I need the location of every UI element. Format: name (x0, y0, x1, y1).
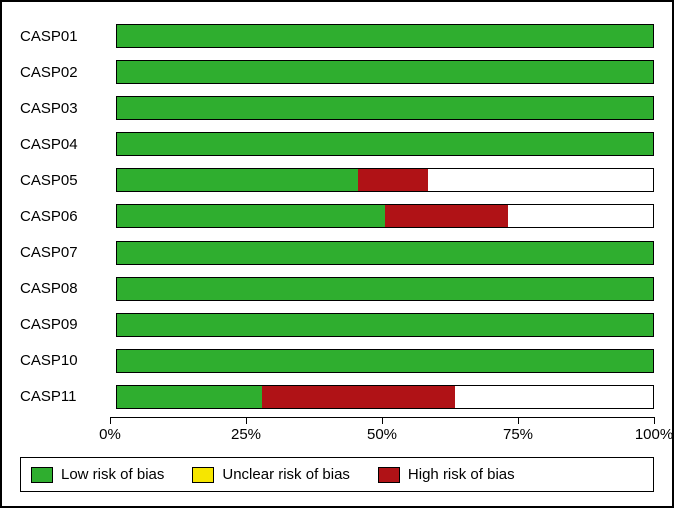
category-label: CASP01 (20, 28, 116, 45)
bar-track (116, 168, 654, 192)
bar-row: CASP08 (20, 274, 654, 304)
legend-item-low: Low risk of bias (31, 466, 164, 483)
bar-row: CASP01 (20, 21, 654, 51)
x-tick-label: 0% (99, 426, 121, 443)
bar-row: CASP11 (20, 382, 654, 412)
legend-item-unclear: Unclear risk of bias (192, 466, 350, 483)
bar-segment-high (358, 169, 428, 191)
legend-label: Unclear risk of bias (222, 466, 350, 483)
bar-segment-low (117, 169, 358, 191)
x-tick-label: 25% (231, 426, 261, 443)
category-label: CASP10 (20, 352, 116, 369)
x-tick-mark (110, 417, 111, 424)
category-label: CASP05 (20, 172, 116, 189)
bar-segment-low (117, 386, 262, 408)
category-label: CASP06 (20, 208, 116, 225)
bar-segment-low (117, 61, 653, 83)
bar-segment-low (117, 350, 653, 372)
bar-segment-high (262, 386, 455, 408)
bars-container: CASP01 CASP02 CASP03 CASP04 CASP05 CASP06 CASP… (20, 18, 654, 415)
bar-segment-low (117, 242, 653, 264)
category-label: CASP07 (20, 244, 116, 261)
bar-segment-low (117, 205, 385, 227)
bar-segment-low (117, 278, 653, 300)
category-label: CASP02 (20, 64, 116, 81)
x-axis: 0%25%50%75%100% (110, 417, 654, 451)
legend-label: Low risk of bias (61, 466, 164, 483)
bar-row: CASP03 (20, 93, 654, 123)
bar-track (116, 349, 654, 373)
bar-segment-low (117, 133, 653, 155)
legend: Low risk of bias Unclear risk of bias High… (20, 457, 654, 492)
bar-row: CASP05 (20, 165, 654, 195)
bar-track (116, 313, 654, 337)
x-tick-mark (654, 417, 655, 424)
bar-row: CASP09 (20, 310, 654, 340)
x-tick-mark (518, 417, 519, 424)
category-label: CASP04 (20, 136, 116, 153)
bar-track (116, 241, 654, 265)
x-tick-mark (382, 417, 383, 424)
bar-track (116, 385, 654, 409)
legend-label: High risk of bias (408, 466, 515, 483)
bar-row: CASP06 (20, 201, 654, 231)
category-label: CASP11 (20, 388, 116, 405)
category-label: CASP03 (20, 100, 116, 117)
x-tick-label: 50% (367, 426, 397, 443)
chart-area: CASP01 CASP02 CASP03 CASP04 CASP05 CASP06 CASP… (20, 18, 654, 451)
bar-segment-low (117, 314, 653, 336)
legend-item-high: High risk of bias (378, 466, 515, 483)
category-label: CASP08 (20, 280, 116, 297)
x-axis-row: 0%25%50%75%100% (20, 417, 654, 451)
bar-segment-low (117, 97, 653, 119)
bar-track (116, 60, 654, 84)
bar-row: CASP07 (20, 238, 654, 268)
legend-swatch-low (31, 467, 53, 483)
x-tick-mark (246, 417, 247, 424)
x-tick-label: 75% (503, 426, 533, 443)
bar-track (116, 277, 654, 301)
bar-track (116, 24, 654, 48)
bar-track (116, 96, 654, 120)
axis-spacer (20, 417, 110, 451)
bar-segment-high (385, 205, 508, 227)
chart-frame: CASP01 CASP02 CASP03 CASP04 CASP05 CASP06 CASP… (0, 0, 674, 508)
bar-row: CASP04 (20, 129, 654, 159)
x-tick-label: 100% (635, 426, 673, 443)
category-label: CASP09 (20, 316, 116, 333)
bar-track (116, 132, 654, 156)
bar-row: CASP02 (20, 57, 654, 87)
bar-row: CASP10 (20, 346, 654, 376)
bar-segment-low (117, 25, 653, 47)
legend-swatch-high (378, 467, 400, 483)
legend-swatch-unclear (192, 467, 214, 483)
bar-track (116, 204, 654, 228)
